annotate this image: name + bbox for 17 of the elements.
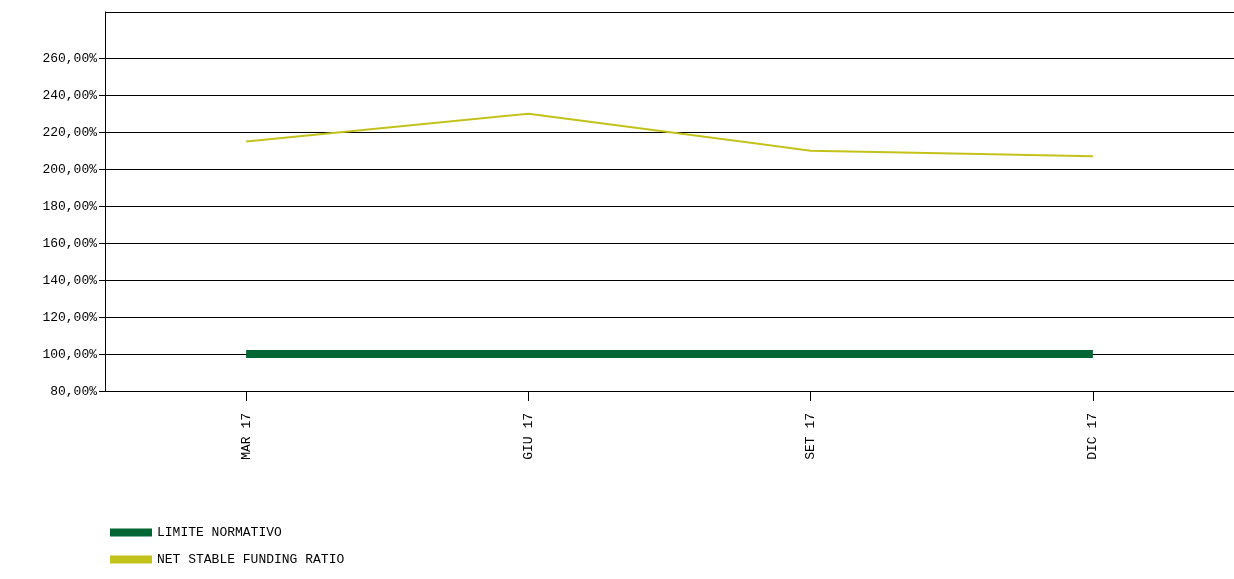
y-tick-label: 100,00% bbox=[42, 346, 98, 362]
y-tick-label: 140,00% bbox=[42, 272, 98, 288]
y-tick-label: 180,00% bbox=[42, 198, 98, 214]
y-tick-label: 160,00% bbox=[42, 235, 98, 251]
y-tick-label: 220,00% bbox=[42, 124, 98, 140]
y-tick-label: 120,00% bbox=[42, 309, 98, 325]
y-tick-label: 240,00% bbox=[42, 87, 98, 103]
line-series bbox=[245, 112, 1094, 158]
y-tick-label: 80,00% bbox=[50, 383, 98, 399]
x-tick-label: SET 17 bbox=[803, 413, 819, 460]
y-tick-label: 200,00% bbox=[42, 161, 98, 177]
x-tick-label: MAR 17 bbox=[238, 413, 254, 460]
x-tick-label: DIC 17 bbox=[1085, 413, 1101, 460]
legend-label: NET STABLE FUNDING RATIO bbox=[157, 552, 345, 567]
x-tick-label: GIU 17 bbox=[520, 413, 536, 460]
y-tick-label: 260,00% bbox=[42, 50, 98, 66]
legend-label: LIMITE NORMATIVO bbox=[157, 525, 283, 540]
